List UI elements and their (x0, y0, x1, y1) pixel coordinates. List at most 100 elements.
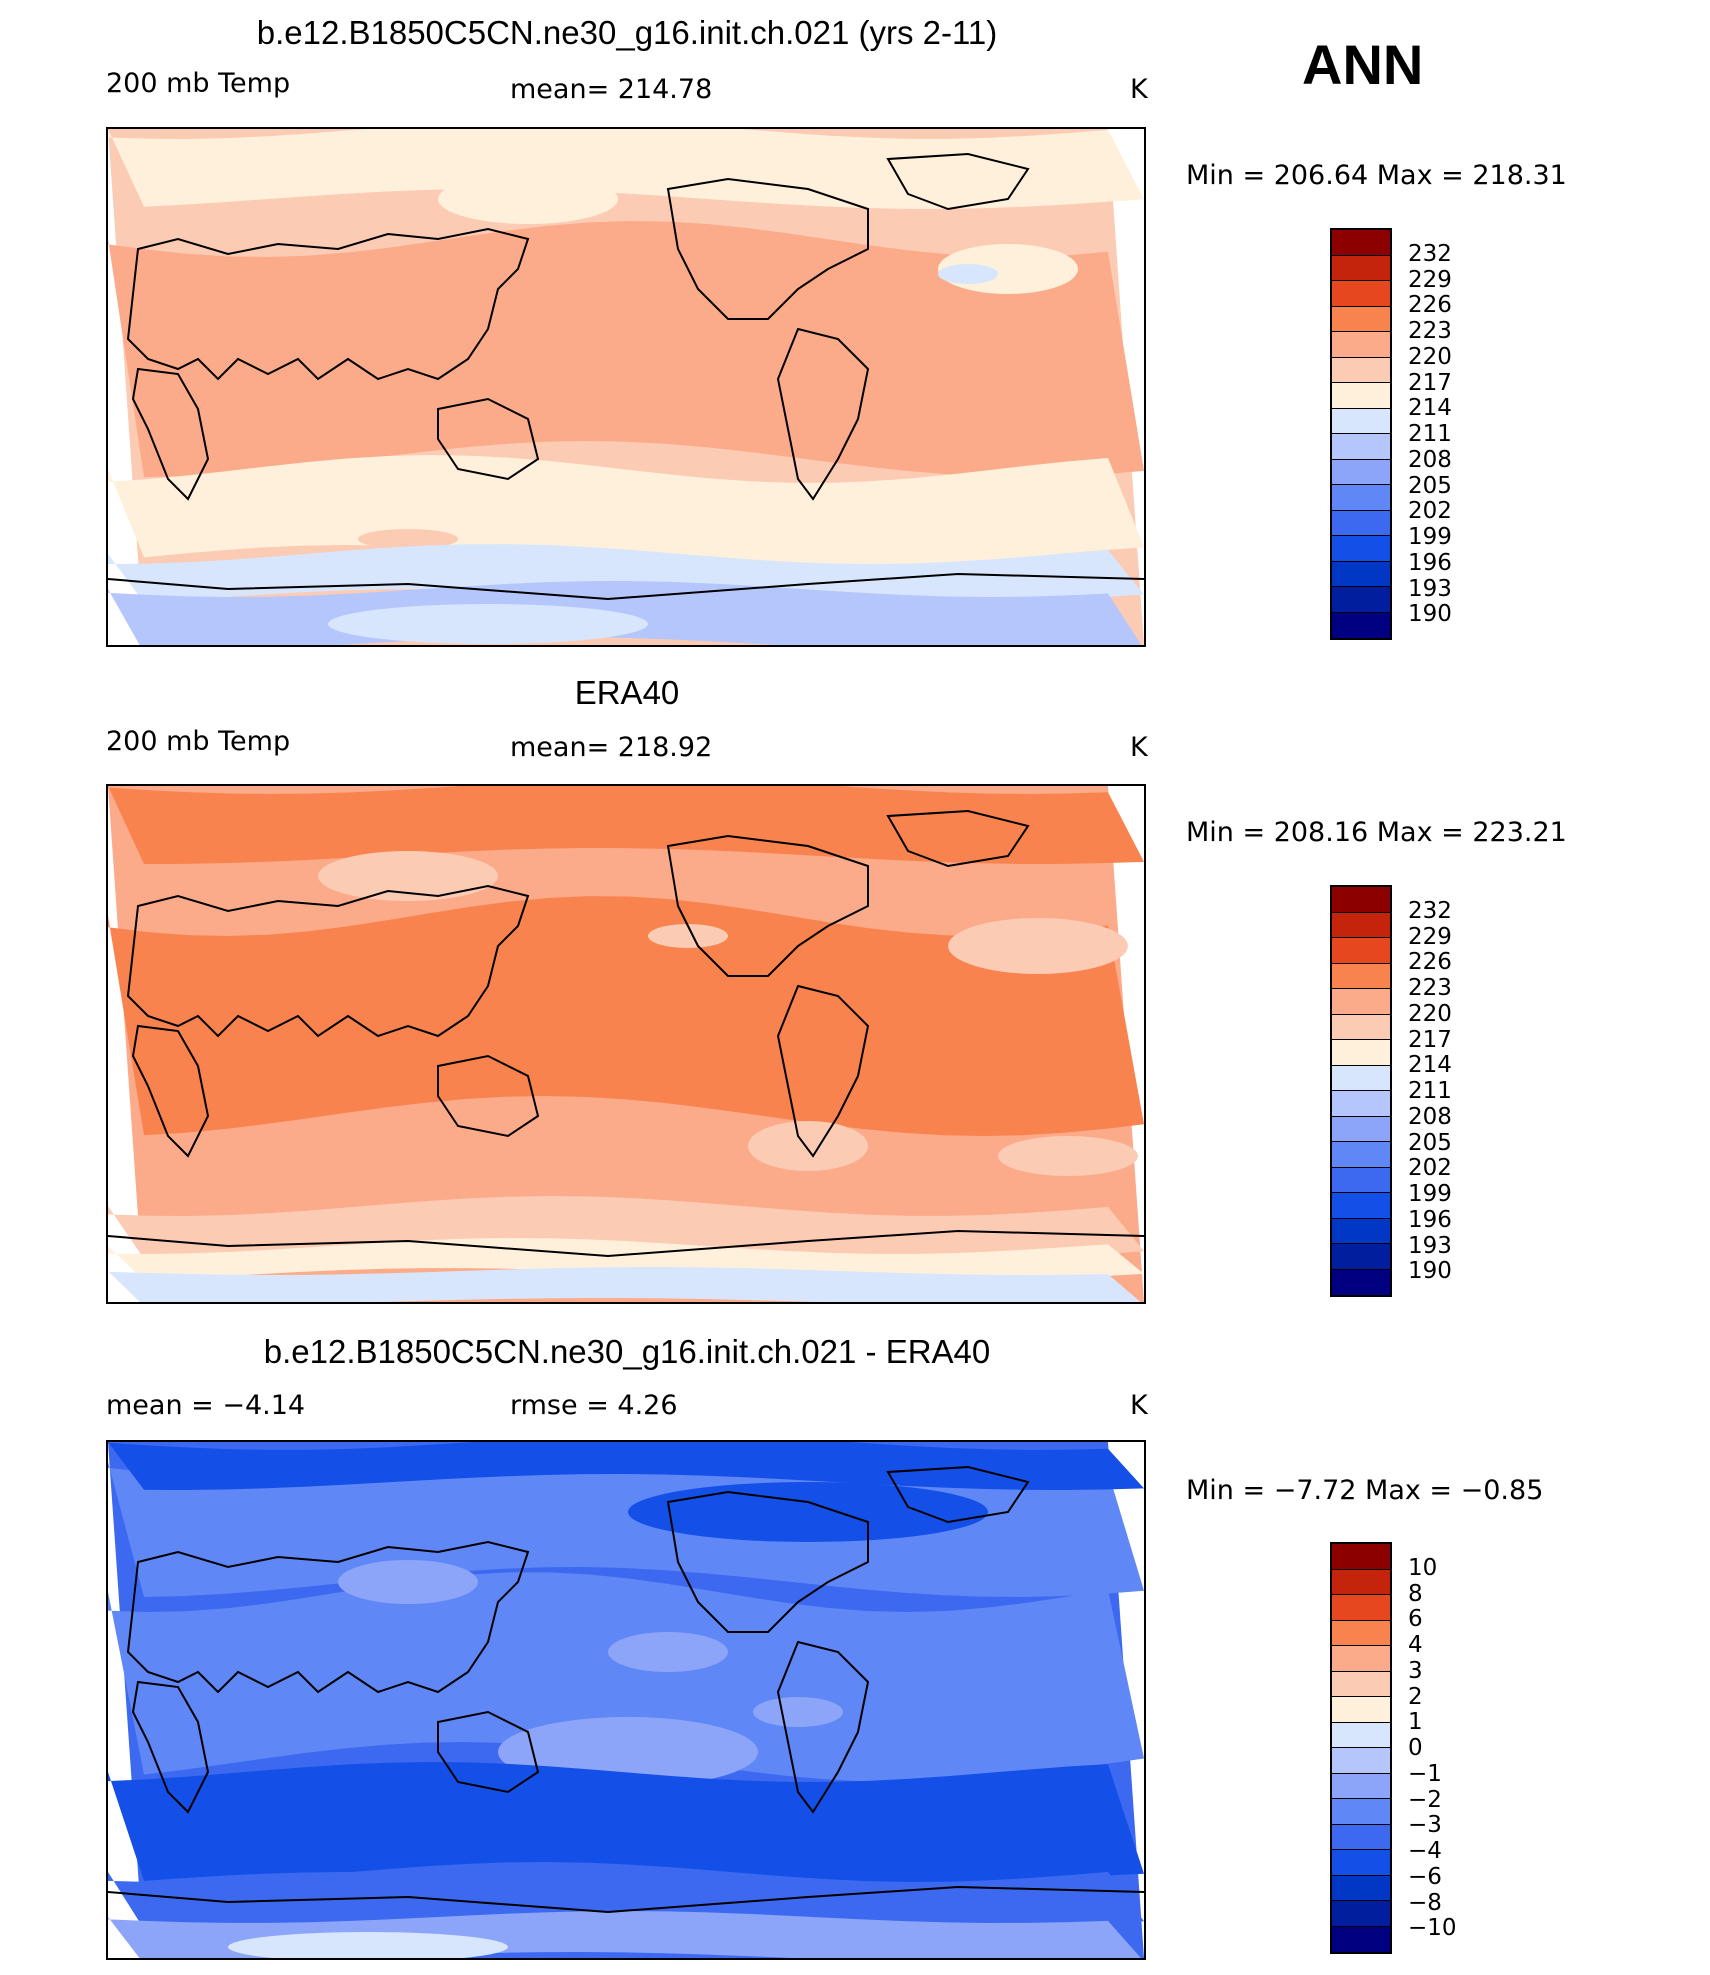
colorbar-tick-label: 223 (1408, 975, 1452, 1001)
panel3-colorbar (1330, 1542, 1392, 1954)
colorbar-box (1332, 510, 1390, 536)
colorbar-tick-label: 202 (1408, 1155, 1452, 1182)
colorbar-tick-label: 193 (1408, 1232, 1452, 1259)
colorbar-box (1332, 1875, 1390, 1901)
colorbar-tick-label: 190 (1408, 601, 1452, 628)
panel2-variable-label: 200 mb Temp (106, 726, 291, 757)
colorbar-box (1332, 612, 1390, 638)
colorbar-tick-label: 199 (1408, 1181, 1452, 1207)
panel2-mean-label: mean= 218.92 (510, 732, 713, 763)
colorbar-box (1332, 255, 1390, 281)
panel3-units-label: K (1130, 1390, 1148, 1421)
colorbar-box (1332, 1824, 1390, 1850)
colorbar-tick-label: 3 (1408, 1657, 1423, 1684)
panel2-units-label: K (1130, 732, 1148, 763)
colorbar-box (1332, 963, 1390, 989)
colorbar-tick-label: −2 (1408, 1786, 1442, 1813)
panel2-contour-plot (108, 786, 1144, 1302)
colorbar-box (1332, 1697, 1390, 1723)
colorbar-box (1332, 536, 1390, 562)
colorbar-box (1332, 1569, 1390, 1595)
colorbar-tick-label: 229 (1408, 923, 1452, 950)
panel3-contour-plot (108, 1442, 1144, 1958)
panel1-variable-label: 200 mb Temp (106, 68, 291, 99)
colorbar-box (1332, 1850, 1390, 1876)
colorbar-tick-label: 211 (1408, 421, 1452, 447)
colorbar-tick-label: 4 (1408, 1632, 1423, 1658)
colorbar-box (1332, 459, 1390, 485)
colorbar-box (1332, 1773, 1390, 1799)
colorbar-box (1332, 1595, 1390, 1621)
colorbar-tick-label: 226 (1408, 949, 1452, 976)
colorbar-tick-label: 0 (1408, 1735, 1423, 1761)
colorbar-tick-label: 220 (1408, 343, 1452, 370)
colorbar-tick-label: −3 (1408, 1812, 1442, 1839)
colorbar-box (1332, 887, 1390, 913)
colorbar-tick-label: 223 (1408, 318, 1452, 344)
colorbar-box (1332, 1544, 1390, 1570)
panel2-colorbar (1330, 885, 1392, 1297)
colorbar-tick-label: 217 (1408, 1026, 1452, 1053)
colorbar-box (1332, 408, 1390, 434)
colorbar-box (1332, 230, 1390, 256)
panel1-title: b.e12.B1850C5CN.ne30_g16.init.ch.021 (yr… (256, 14, 998, 51)
colorbar-tick-label: 220 (1408, 1000, 1452, 1027)
colorbar-tick-label: −6 (1408, 1863, 1442, 1890)
colorbar-box (1332, 587, 1390, 613)
colorbar-tick-label: 226 (1408, 292, 1452, 319)
colorbar-box (1332, 281, 1390, 307)
panel2-title: ERA40 (574, 674, 680, 711)
colorbar-box (1332, 1142, 1390, 1168)
colorbar-box (1332, 1218, 1390, 1244)
colorbar-box (1332, 485, 1390, 511)
panel1-contour-plot (108, 129, 1144, 645)
colorbar-tick-label: 2 (1408, 1683, 1423, 1710)
colorbar-tick-label: 193 (1408, 575, 1452, 602)
colorbar-box (1332, 1065, 1390, 1091)
panel1-colorbar (1330, 228, 1392, 640)
colorbar-box (1332, 1193, 1390, 1219)
colorbar-tick-label: −1 (1408, 1760, 1442, 1787)
colorbar-tick-label: −8 (1408, 1889, 1442, 1916)
colorbar-tick-label: 10 (1408, 1554, 1438, 1581)
panel1-units-label: K (1130, 74, 1148, 105)
colorbar-box (1332, 912, 1390, 938)
colorbar-box (1332, 1646, 1390, 1672)
colorbar-tick-label: 1 (1408, 1709, 1423, 1736)
colorbar-box (1332, 938, 1390, 964)
colorbar-box (1332, 1167, 1390, 1193)
colorbar-box (1332, 1244, 1390, 1270)
colorbar-tick-label: 196 (1408, 549, 1452, 576)
colorbar-tick-label: 196 (1408, 1206, 1452, 1233)
panel3-minmax-label: Min = −7.72 Max = −0.85 (1186, 1475, 1544, 1506)
panel3-map (106, 1440, 1146, 1960)
colorbar-box (1332, 561, 1390, 587)
colorbar-tick-label: 208 (1408, 446, 1452, 473)
colorbar-tick-label: 208 (1408, 1103, 1452, 1130)
season-label: ANN (1302, 33, 1424, 96)
colorbar-box (1332, 1901, 1390, 1927)
colorbar-box (1332, 306, 1390, 332)
colorbar-tick-label: −10 (1408, 1915, 1457, 1942)
colorbar-box (1332, 357, 1390, 383)
colorbar-tick-label: 6 (1408, 1606, 1423, 1633)
colorbar-tick-label: 232 (1408, 240, 1452, 267)
colorbar-box (1332, 332, 1390, 358)
colorbar-box (1332, 989, 1390, 1015)
colorbar-tick-label: 214 (1408, 1052, 1452, 1079)
colorbar-tick-label: 190 (1408, 1258, 1452, 1285)
panel3-mean-label: mean = −4.14 (106, 1390, 306, 1421)
colorbar-box (1332, 1091, 1390, 1117)
colorbar-box (1332, 1116, 1390, 1142)
colorbar-box (1332, 383, 1390, 409)
colorbar-tick-label: 214 (1408, 395, 1452, 422)
colorbar-box (1332, 1748, 1390, 1774)
colorbar-box (1332, 1014, 1390, 1040)
colorbar-box (1332, 1620, 1390, 1646)
colorbar-tick-label: 202 (1408, 498, 1452, 525)
panel2-minmax-label: Min = 208.16 Max = 223.21 (1186, 817, 1567, 848)
panel3-rmse-label: rmse = 4.26 (510, 1390, 678, 1421)
colorbar-tick-label: 232 (1408, 897, 1452, 924)
colorbar-box (1332, 1722, 1390, 1748)
colorbar-tick-label: −4 (1408, 1838, 1442, 1864)
